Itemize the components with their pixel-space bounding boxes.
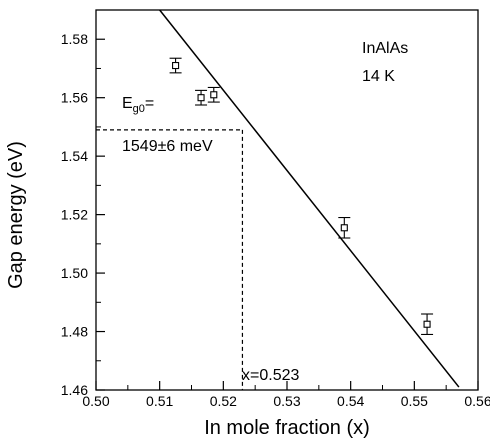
y-tick-label: 1.50 bbox=[61, 265, 88, 281]
data-point bbox=[421, 313, 434, 336]
x-tick-label: 0.50 bbox=[82, 393, 109, 409]
fit bbox=[159, 9, 460, 388]
y-tick-label: 1.48 bbox=[61, 324, 88, 340]
fit-line bbox=[159, 9, 460, 388]
point-marker bbox=[423, 320, 431, 328]
x-tick-label: 0.51 bbox=[146, 393, 173, 409]
x-tick-label: 0.53 bbox=[273, 393, 300, 409]
y-tick-label: 1.54 bbox=[61, 148, 88, 164]
data-point bbox=[338, 216, 351, 239]
egap-label-main: E bbox=[122, 95, 133, 112]
egap-label: Eg0= bbox=[122, 95, 154, 115]
x-tick-label: 0.56 bbox=[464, 393, 490, 409]
egap-label-tail: = bbox=[145, 95, 154, 112]
x-ticks: 0.50 0.51 0.52 0.53 0.54 0.55 0.56 bbox=[82, 381, 490, 409]
y-tick-label: 1.58 bbox=[61, 31, 88, 47]
x-tick-label: 0.55 bbox=[401, 393, 428, 409]
data-point bbox=[195, 89, 208, 106]
point-marker bbox=[172, 61, 180, 70]
y-tick-label: 1.46 bbox=[61, 382, 88, 398]
point-marker bbox=[340, 224, 348, 232]
point-marker bbox=[210, 91, 218, 99]
y-ticks: 1.46 1.48 1.50 1.52 1.54 1.56 1.58 bbox=[61, 31, 105, 398]
temperature-label: 14 K bbox=[362, 68, 395, 85]
y-tick-label: 1.56 bbox=[61, 90, 88, 106]
data-point bbox=[207, 86, 220, 103]
axes bbox=[95, 9, 479, 391]
guides bbox=[96, 129, 244, 390]
egap-label-sub: g0 bbox=[133, 103, 145, 115]
sample-label: InAlAs bbox=[362, 40, 408, 57]
points bbox=[169, 57, 434, 336]
x-value-label: x=0.523 bbox=[242, 367, 299, 384]
egap-value: 1549±6 meV bbox=[122, 138, 213, 155]
x-tick-label: 0.54 bbox=[337, 393, 364, 409]
y-tick-label: 1.52 bbox=[61, 207, 88, 223]
y-axis-title: Gap energy (eV) bbox=[5, 141, 27, 289]
plot-frame bbox=[95, 9, 479, 391]
point-marker bbox=[197, 94, 205, 102]
x-tick-label: 0.52 bbox=[210, 393, 237, 409]
data-point bbox=[169, 57, 182, 74]
x-axis-title: In mole fraction (x) bbox=[204, 417, 370, 439]
